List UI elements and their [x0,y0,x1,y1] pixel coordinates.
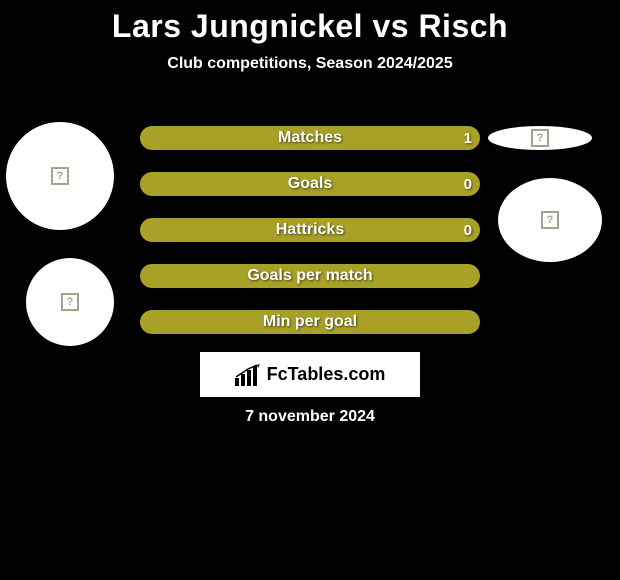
page-title: Lars Jungnickel vs Risch [0,0,620,45]
player-avatar: ? [488,126,592,150]
date-text: 7 november 2024 [0,408,620,426]
stat-value: 0 [464,172,472,196]
placeholder-image-icon: ? [531,129,549,147]
stat-row: Goals per match [140,264,480,288]
bar-chart-icon [235,364,261,386]
placeholder-image-icon: ? [541,211,559,229]
logo-text: FcTables.com [267,364,386,385]
stat-row: Goals0 [140,172,480,196]
stat-row: Matches1 [140,126,480,150]
stat-row: Hattricks0 [140,218,480,242]
page-subtitle: Club competitions, Season 2024/2025 [0,55,620,73]
logo-box: FcTables.com [200,352,420,397]
stat-value: 0 [464,218,472,242]
placeholder-image-icon: ? [61,293,79,311]
player-avatar: ? [498,178,602,262]
stat-label: Hattricks [140,218,480,242]
stat-row: Min per goal [140,310,480,334]
stat-label: Min per goal [140,310,480,334]
stat-label: Goals [140,172,480,196]
stat-label: Goals per match [140,264,480,288]
stat-value: 1 [464,126,472,150]
player-avatar: ? [26,258,114,346]
player-avatar: ? [6,122,114,230]
stat-bars-container: Matches1Goals0Hattricks0Goals per matchM… [140,126,480,356]
stat-label: Matches [140,126,480,150]
placeholder-image-icon: ? [51,167,69,185]
